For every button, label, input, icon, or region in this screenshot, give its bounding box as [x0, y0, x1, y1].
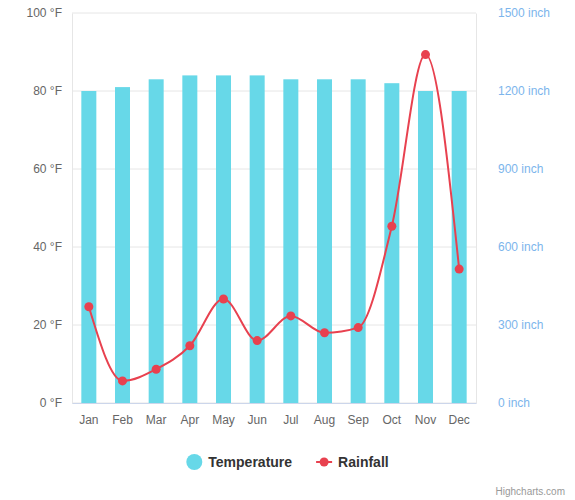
tick-label: Aug [314, 413, 335, 427]
bar [250, 75, 265, 403]
tick: Oct [382, 413, 401, 427]
axis-line [476, 14, 477, 404]
tick: 900 inch [476, 162, 543, 176]
point [118, 376, 127, 385]
tick-label: Oct [382, 413, 401, 427]
bar [149, 79, 164, 403]
tick-label: 100 °F [27, 6, 62, 20]
grid-line [72, 91, 476, 92]
x-axis: Jan Feb Mar Apr May Jun Jul Aug Sep Oct Nov Dec [73, 404, 477, 427]
tick-label: 300 inch [498, 318, 543, 332]
point [253, 336, 262, 345]
grid [72, 13, 476, 403]
tick-label: Dec [448, 413, 469, 427]
point [286, 311, 295, 320]
point [152, 365, 161, 374]
tick-label: Mar [146, 413, 167, 427]
point [320, 328, 329, 337]
grid-line [72, 247, 476, 248]
bar [216, 75, 231, 403]
tick-label: Apr [180, 413, 199, 427]
tick: 80 °F [33, 84, 72, 98]
point [387, 222, 396, 231]
tick: Mar [146, 413, 167, 427]
tick: Feb [112, 413, 133, 427]
marks [81, 50, 466, 403]
legend-symbol [186, 454, 202, 470]
tick-label: Jun [247, 413, 266, 427]
bar [115, 87, 130, 403]
legend-item[interactable]: Temperature [186, 454, 292, 470]
axis-line [72, 14, 73, 404]
tick: Jul [283, 413, 298, 427]
tick-label: 40 °F [33, 240, 62, 254]
grid-line [72, 325, 476, 326]
bar [182, 75, 197, 403]
bar [81, 91, 96, 403]
tick: Nov [415, 413, 436, 427]
point [84, 302, 93, 311]
tick-label: 0 °F [40, 396, 62, 410]
point [421, 50, 430, 59]
point [185, 341, 194, 350]
point [354, 323, 363, 332]
tick-label: 80 °F [33, 84, 62, 98]
tick: Apr [180, 413, 199, 427]
tick: 600 inch [476, 240, 543, 254]
bar [452, 91, 467, 403]
y-axis: 0 °F 20 °F 40 °F 60 °F 80 °F 100 °F [27, 6, 73, 410]
grid-line [72, 403, 476, 404]
tick: 0 °F [40, 396, 72, 410]
grid-line [72, 169, 476, 170]
bar [351, 79, 366, 403]
line [89, 55, 459, 381]
tick-label: 1200 inch [498, 84, 550, 98]
tick-label: Jul [283, 413, 298, 427]
tick-label: Jan [79, 413, 98, 427]
axis-line [73, 403, 477, 404]
tick-label: Nov [415, 413, 436, 427]
tick: 1500 inch [476, 6, 550, 20]
y2-axis: 0 inch 300 inch 600 inch 900 inch 1200 inch 1… [476, 6, 550, 410]
tick: Sep [347, 413, 369, 427]
tick-label: 900 inch [498, 162, 543, 176]
legend-item[interactable]: Rainfall [316, 454, 389, 470]
credits[interactable]: Highcharts.com [496, 486, 565, 497]
tick: Jan [79, 413, 98, 427]
bar [384, 83, 399, 403]
tick-label: 600 inch [498, 240, 543, 254]
legend: Temperature Rainfall [186, 454, 388, 470]
tick: 20 °F [33, 318, 72, 332]
plot: 0 °F 20 °F 40 °F 60 °F 80 °F 100 °F 0 inch 300 … [27, 6, 551, 426]
tick-label: Feb [112, 413, 133, 427]
legend-symbol [320, 458, 329, 467]
tick: May [212, 413, 235, 427]
tick-label: 60 °F [33, 162, 62, 176]
bar [418, 91, 433, 403]
tick-label: 0 inch [498, 396, 530, 410]
point [219, 295, 228, 304]
tick-label: 20 °F [33, 318, 62, 332]
tick: 60 °F [33, 162, 72, 176]
tick: 100 °F [27, 6, 72, 20]
tick: 40 °F [33, 240, 72, 254]
tick-label: May [212, 413, 235, 427]
tick-label: 1500 inch [498, 6, 550, 20]
tick: 0 inch [476, 396, 530, 410]
chart: 0 °F 20 °F 40 °F 60 °F 80 °F 100 °F 0 inch 300 … [0, 0, 575, 500]
tick: Jun [247, 413, 266, 427]
legend-label: Temperature [208, 454, 292, 470]
bar [283, 79, 298, 403]
tick-label: Sep [347, 413, 369, 427]
bar [317, 79, 332, 403]
grid-line [72, 13, 476, 14]
point [455, 265, 464, 274]
tick: Dec [448, 413, 469, 427]
tick: 1200 inch [476, 84, 550, 98]
tick: Aug [314, 413, 335, 427]
tick: 300 inch [476, 318, 543, 332]
legend-label: Rainfall [338, 454, 389, 470]
